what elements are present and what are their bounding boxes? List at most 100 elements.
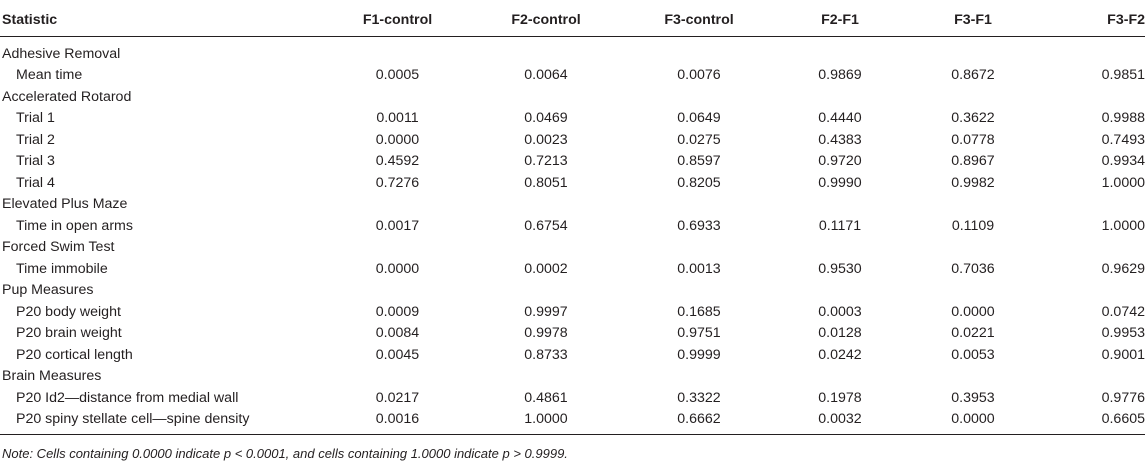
table-cell: 0.0016 (330, 408, 465, 435)
table-cell: 0.0017 (375, 217, 420, 234)
table-cell: 0.0011 (376, 110, 419, 127)
table-cell: 0.0064 (524, 67, 568, 84)
table-cell: 0.0005 (375, 67, 420, 84)
table-row: P20 spiny stellate cell—spine density 0.0… (0, 408, 1145, 435)
table-cell: 0.0742 (1101, 303, 1145, 320)
table-cell: 0.8205 (677, 174, 721, 191)
table-cell: 0.7493 (1101, 131, 1145, 148)
table-cell: 0.9776 (1101, 389, 1145, 406)
table-cell: 0.9869 (818, 67, 862, 84)
table-note: Note: Cells containing 0.0000 indicate p… (2, 446, 568, 461)
column-header: Statistic (0, 4, 330, 37)
row-label: P20 cortical length (16, 346, 133, 363)
row-label: P20 brain weight (16, 325, 122, 342)
table-cell: 0.0003 (818, 303, 862, 320)
table-cell: 0.9001 (1101, 346, 1145, 363)
table-cell: 0.0013 (677, 260, 721, 277)
table-cell: 0.0023 (524, 131, 568, 148)
table-row: P20 brain weight 0.0084 0.9978 0.9751 0.0128… (0, 323, 1145, 345)
table-cell: 0.0649 (677, 110, 721, 127)
table-cell: 0.0000 (951, 303, 995, 320)
table-cell: 0.9990 (818, 174, 862, 191)
table-cell: 0.6662 (627, 408, 771, 435)
table-cell: 0.3322 (677, 389, 721, 406)
table-cell: 0.0778 (951, 131, 995, 148)
table-cell: 0.0000 (375, 260, 420, 277)
table-cell: 0.7213 (524, 153, 568, 170)
table-cell: 0.9978 (524, 325, 568, 342)
table-cell: 1.0000 (1101, 174, 1145, 191)
table-cell: 1.0000 (1101, 217, 1145, 234)
table-cell: 0.0000 (375, 131, 420, 148)
table-cell: 0.9751 (677, 325, 721, 342)
table-cell: 0.0053 (951, 346, 995, 363)
row-label: P20 body weight (16, 303, 121, 320)
table-row: Trial 3 0.4592 0.7213 0.8597 0.9720 0.8967 0.9… (0, 151, 1145, 173)
table-cell: 0.0275 (677, 131, 721, 148)
table-cell: 0.0128 (818, 325, 862, 342)
section-label: Accelerated Rotarod (2, 88, 132, 105)
table-row: P20 Id2—distance from medial wall 0.0217 0… (0, 387, 1145, 409)
table-cell: 0.9629 (1101, 260, 1145, 277)
table-cell: 0.4383 (818, 131, 862, 148)
table-row: Trial 4 0.7276 0.8051 0.8205 0.9990 0.9982 1.0… (0, 172, 1145, 194)
column-header: F3-F1 (909, 4, 1037, 37)
section-row: Brain Measures (0, 366, 1145, 388)
table-cell: 0.8733 (524, 346, 568, 363)
table-cell: 0.0469 (524, 110, 568, 127)
table-cell: 0.9997 (524, 303, 568, 320)
column-header: F3-control (627, 4, 771, 37)
table-cell: 0.9982 (951, 174, 995, 191)
table-cell: 0.9988 (1101, 110, 1145, 127)
table-row: Time immobile 0.0000 0.0002 0.0013 0.9530 0.7… (0, 258, 1145, 280)
table-cell: 0.1109 (951, 217, 995, 234)
table-cell: 0.8051 (524, 174, 568, 191)
section-label: Forced Swim Test (2, 239, 115, 256)
row-label: P20 Id2—distance from medial wall (16, 389, 239, 406)
row-label: Trial 4 (16, 174, 55, 191)
pvalue-table: Statistic F1-control F2-control F3-control F… (0, 4, 1145, 435)
section-label: Elevated Plus Maze (2, 196, 128, 213)
section-row: Accelerated Rotarod (0, 86, 1145, 108)
table-cell: 0.0000 (909, 408, 1037, 435)
table-cell: 0.9530 (818, 260, 862, 277)
table-cell: 0.6933 (677, 217, 721, 234)
table-cell: 0.0045 (375, 346, 420, 363)
table-cell: 0.0242 (818, 346, 862, 363)
section-label: Brain Measures (2, 368, 102, 385)
table-cell: 0.9953 (1101, 325, 1145, 342)
table-cell: 0.0032 (771, 408, 909, 435)
column-header: F1-control (330, 4, 465, 37)
table-cell: 0.7276 (375, 174, 420, 191)
table-cell: 0.6754 (524, 217, 568, 234)
column-header: F2-control (465, 4, 627, 37)
table-cell: 0.0221 (951, 325, 995, 342)
section-row: Forced Swim Test (0, 237, 1145, 259)
table-cell: 0.7036 (951, 260, 995, 277)
row-label: Trial 1 (16, 110, 55, 127)
column-header: F2-F1 (771, 4, 909, 37)
row-label: Trial 3 (16, 153, 55, 170)
table-cell: 0.3622 (951, 110, 995, 127)
table-row: P20 body weight 0.0009 0.9997 0.1685 0.0003 0… (0, 301, 1145, 323)
table-body: Adhesive Removal Mean time 0.0005 0.0064 0.0… (0, 37, 1145, 435)
table-cell: 0.0084 (375, 325, 420, 342)
table-cell: 0.1978 (818, 389, 862, 406)
table-row: Trial 2 0.0000 0.0023 0.0275 0.4383 0.0778 0.7… (0, 129, 1145, 151)
row-label: Mean time (16, 67, 83, 84)
table-cell: 0.0002 (524, 260, 568, 277)
table-row: Mean time 0.0005 0.0064 0.0076 0.9869 0.8672 0… (0, 65, 1145, 87)
table-cell: 0.0076 (677, 67, 721, 84)
row-label: Time immobile (16, 260, 108, 277)
table-row: Trial 1 0.0011 0.0469 0.0649 0.4440 0.3622 0.9… (0, 108, 1145, 130)
section-label: Pup Measures (2, 282, 94, 299)
table-cell: 0.8672 (951, 67, 995, 84)
section-label: Adhesive Removal (2, 45, 121, 62)
section-row: Adhesive Removal (0, 37, 1145, 65)
table-cell: 1.0000 (465, 408, 627, 435)
table-cell: 0.1171 (818, 217, 862, 234)
table-cell: 0.6605 (1037, 408, 1145, 435)
row-label: Time in open arms (16, 217, 133, 234)
table-cell: 0.8597 (677, 153, 721, 170)
